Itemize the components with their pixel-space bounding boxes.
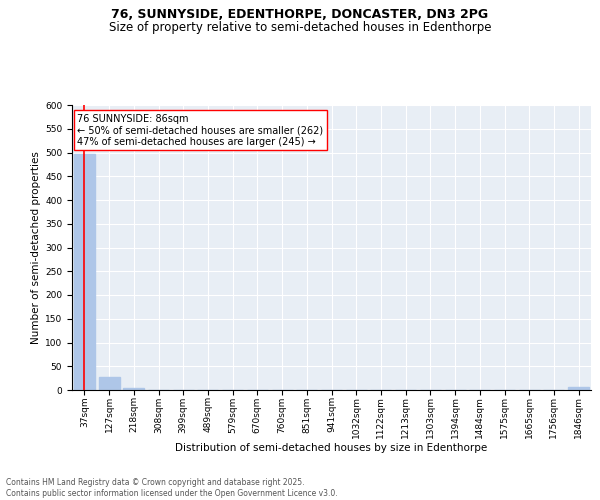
Bar — [123, 388, 144, 390]
Text: 76, SUNNYSIDE, EDENTHORPE, DONCASTER, DN3 2PG: 76, SUNNYSIDE, EDENTHORPE, DONCASTER, DN… — [112, 8, 488, 20]
Text: Contains HM Land Registry data © Crown copyright and database right 2025.
Contai: Contains HM Land Registry data © Crown c… — [6, 478, 338, 498]
X-axis label: Distribution of semi-detached houses by size in Edenthorpe: Distribution of semi-detached houses by … — [175, 442, 488, 452]
Text: 76 SUNNYSIDE: 86sqm
← 50% of semi-detached houses are smaller (262)
47% of semi-: 76 SUNNYSIDE: 86sqm ← 50% of semi-detach… — [77, 114, 323, 147]
Bar — [568, 386, 589, 390]
Text: Size of property relative to semi-detached houses in Edenthorpe: Size of property relative to semi-detach… — [109, 21, 491, 34]
Bar — [98, 377, 119, 390]
Y-axis label: Number of semi-detached properties: Number of semi-detached properties — [31, 151, 41, 344]
Bar — [74, 154, 95, 390]
